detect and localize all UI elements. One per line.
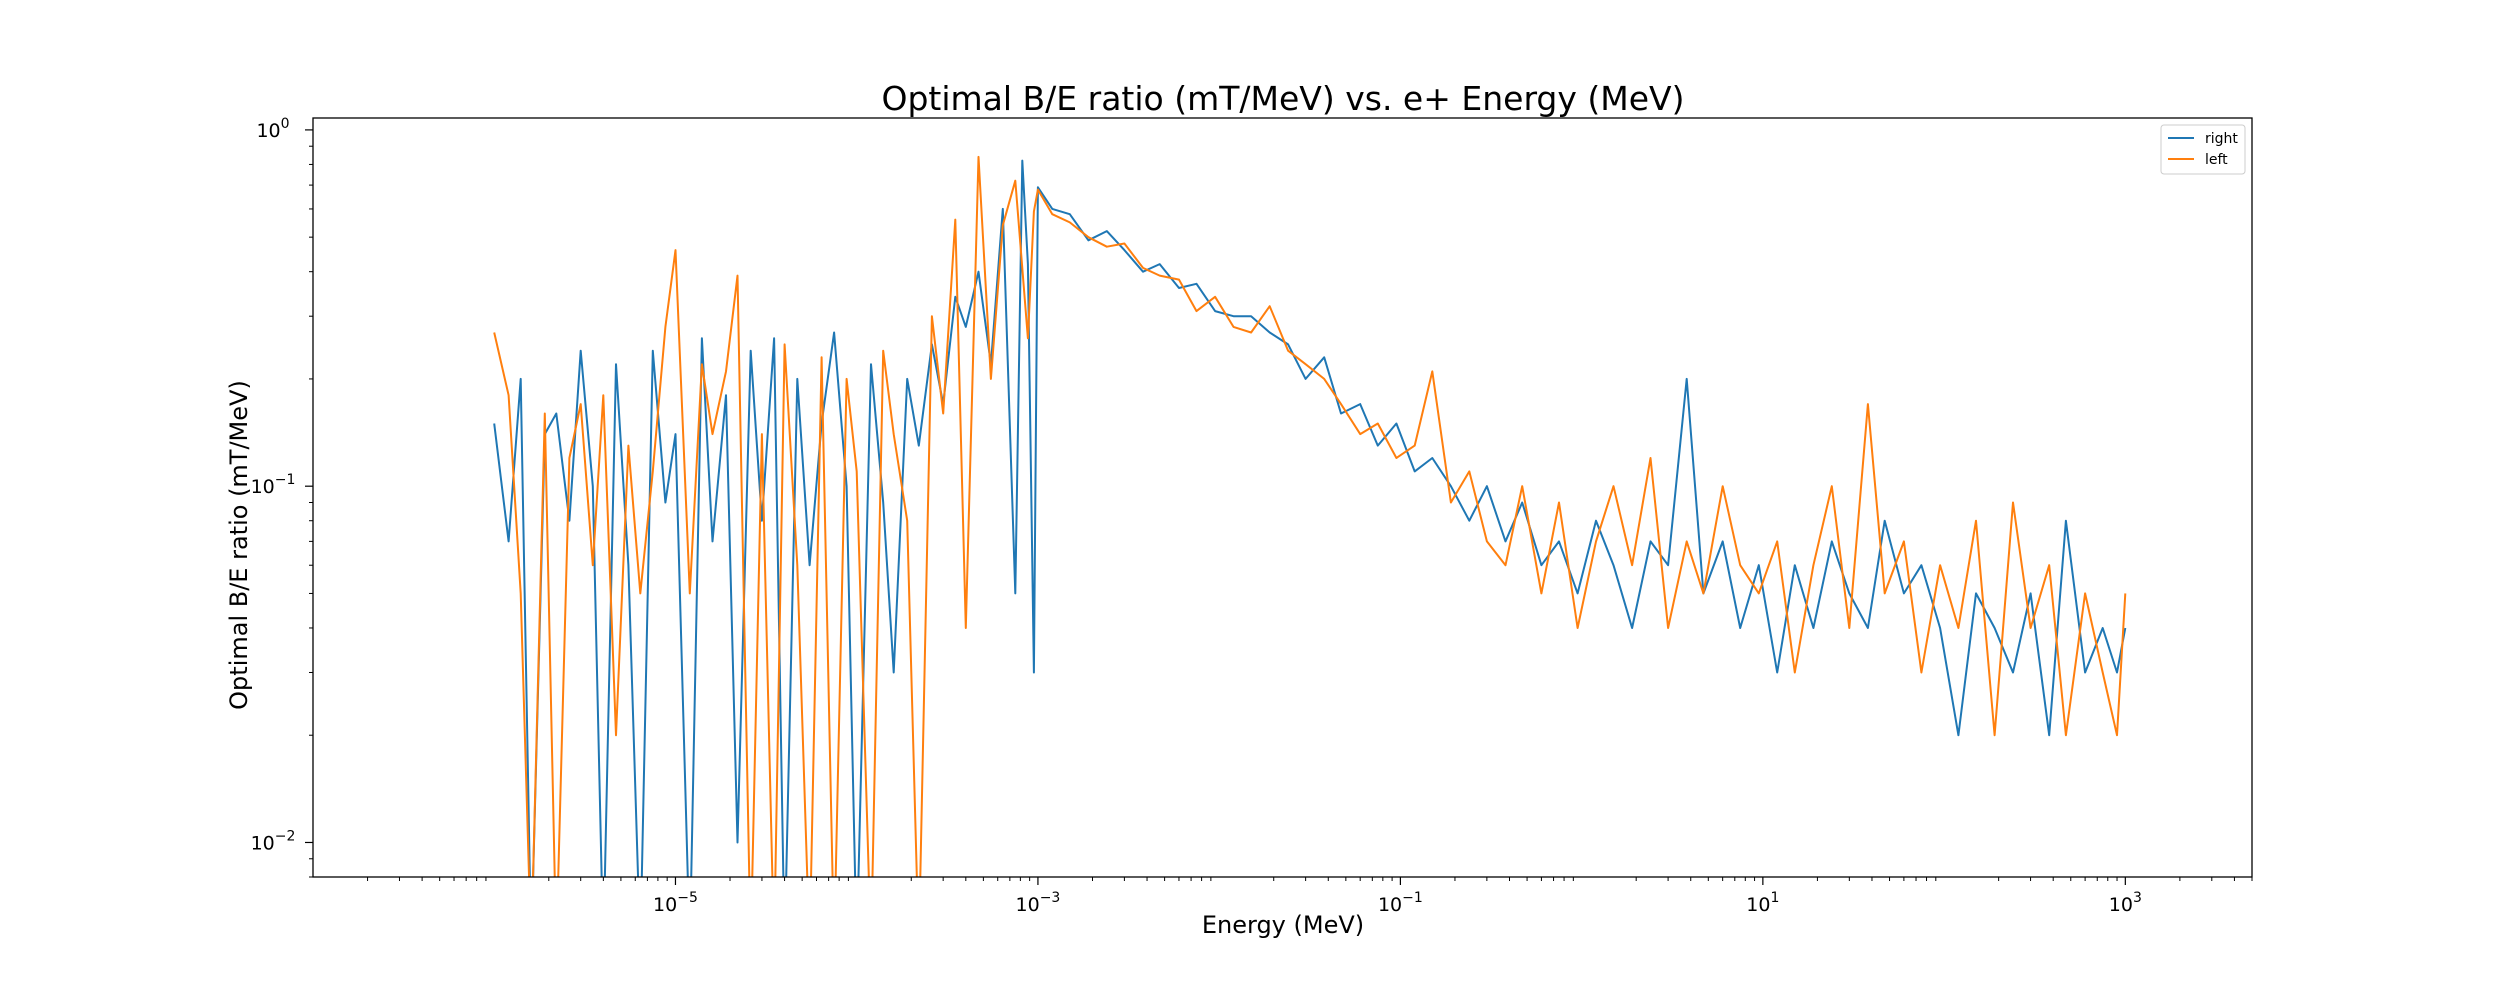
x-axis-title: Energy (MeV) (1202, 911, 1364, 939)
y-tick-label: 10−2 (251, 828, 296, 854)
series-line-left (493, 155, 2127, 877)
x-tick-label: 10−1 (1378, 890, 1423, 916)
plot-frame (312, 117, 2253, 878)
y-tick-label: 100 (256, 116, 289, 142)
legend-label-left: left (2205, 152, 2228, 168)
y-tick-label: 10−1 (251, 472, 296, 498)
y-axis-ticks: 10−2 10−1 100 (251, 116, 313, 878)
x-axis-ticks: 10−5 10−3 10−1 101 103 (367, 877, 2253, 916)
x-tick-label: 103 (2109, 890, 2142, 916)
x-tick-label: 10−3 (1016, 890, 1061, 916)
legend-label-right: right (2205, 131, 2238, 147)
series-layer (493, 155, 2127, 877)
legend: right left (2160, 124, 2246, 175)
x-tick-label: 101 (1746, 890, 1779, 916)
x-tick-label: 10−5 (653, 890, 698, 916)
y-axis-title: Optimal B/E ratio (mT/MeV) (225, 380, 253, 710)
series-line-right (493, 159, 2127, 877)
chart-title: Optimal B/E ratio (mT/MeV) vs. e+ Energy… (881, 79, 1684, 118)
